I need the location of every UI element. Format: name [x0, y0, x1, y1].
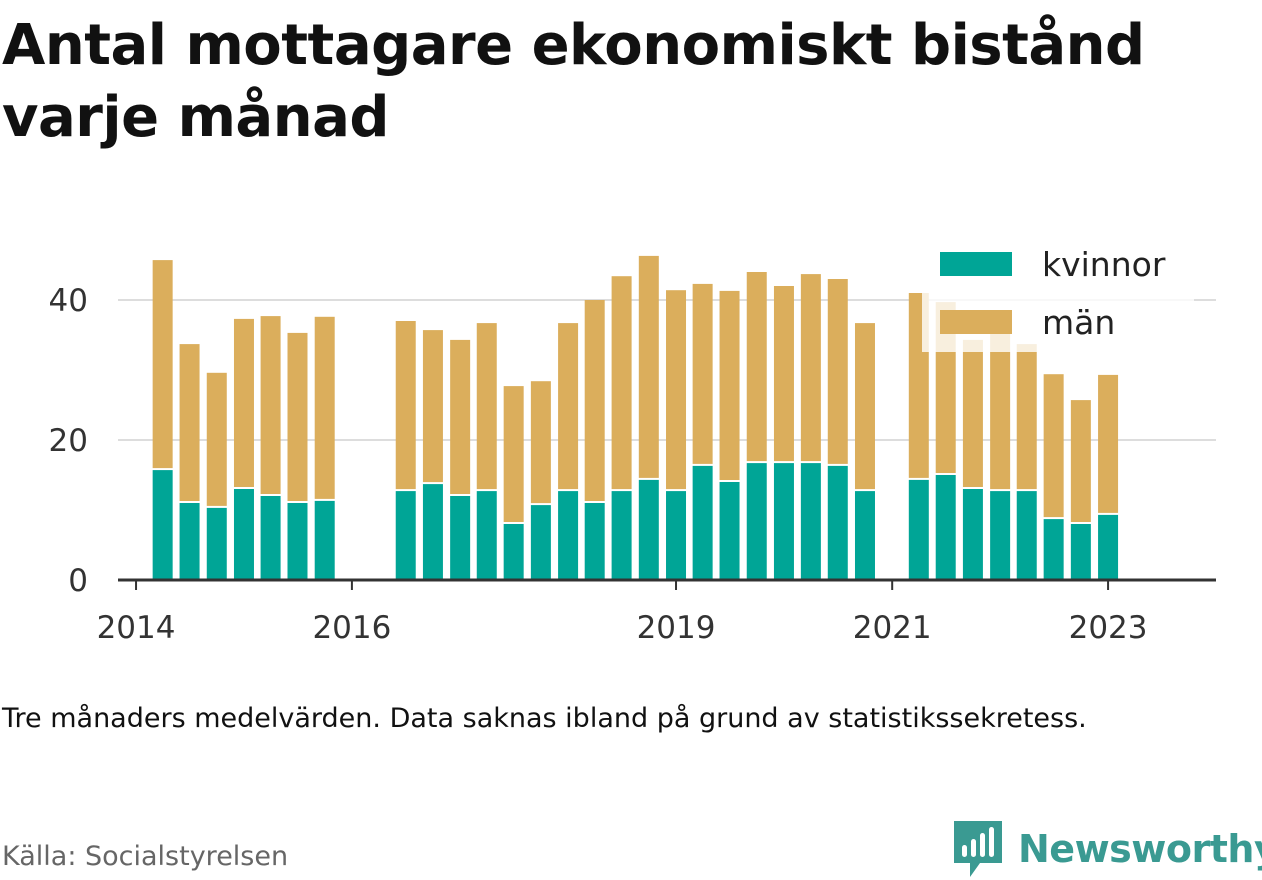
bar-kvinnor — [503, 524, 524, 580]
bar-kvinnor — [152, 470, 173, 580]
bar-man — [179, 344, 200, 501]
bar-man — [990, 332, 1011, 490]
bar-man — [1070, 400, 1091, 522]
bar-kvinnor — [260, 496, 281, 580]
bar-kvinnor — [530, 505, 551, 580]
bar-man — [233, 318, 254, 487]
x-tick-label: 2021 — [853, 610, 932, 646]
bar-man — [827, 279, 848, 464]
bar-kvinnor — [450, 496, 471, 580]
bar-man — [746, 272, 767, 462]
bar-kvinnor — [746, 463, 767, 580]
bar-man — [800, 274, 821, 462]
bar-kvinnor — [558, 491, 579, 580]
bar-kvinnor — [908, 479, 929, 580]
bar-man — [962, 339, 983, 487]
bar-kvinnor — [422, 484, 443, 580]
brand-name: Newsworthy — [1018, 827, 1262, 871]
bar-kvinnor — [1016, 491, 1037, 580]
bar-man — [719, 290, 740, 480]
chart-note: Tre månaders medelvärden. Data saknas ib… — [2, 703, 1087, 734]
bar-kvinnor — [584, 503, 605, 580]
bar-man — [638, 255, 659, 478]
bar-kvinnor — [800, 463, 821, 580]
bar-man — [152, 260, 173, 469]
bar-kvinnor — [395, 491, 416, 580]
bar-kvinnor — [233, 489, 254, 580]
bar-man — [422, 330, 443, 483]
x-tick-label: 2019 — [637, 610, 716, 646]
bar-kvinnor — [638, 479, 659, 580]
bar-kvinnor — [962, 489, 983, 580]
bar-kvinnor — [1043, 519, 1064, 580]
bar-kvinnor — [611, 491, 632, 580]
bar-man — [530, 381, 551, 504]
bar-kvinnor — [1098, 514, 1119, 580]
chart-title: Antal mottagare ekonomiskt bistånd varje… — [2, 13, 1145, 150]
bar-kvinnor — [854, 491, 875, 580]
bar-man — [1043, 374, 1064, 518]
legend: kvinnor män — [922, 240, 1194, 352]
bar-man — [854, 323, 875, 490]
bar-man — [476, 323, 497, 490]
axes: 0 20 40 2014 2016 2019 2021 2023 — [49, 283, 1216, 646]
bar-kvinnor — [179, 503, 200, 580]
bar-kvinnor — [476, 491, 497, 580]
legend-swatch-kvinnor — [940, 252, 1012, 276]
legend-swatch-man — [940, 310, 1012, 334]
bar-man — [773, 286, 794, 462]
bar-man — [1016, 344, 1037, 490]
bar-man — [584, 300, 605, 501]
y-tick-label: 40 — [49, 283, 88, 319]
bar-man — [558, 323, 579, 490]
bars — [152, 255, 1119, 580]
legend-label-kvinnor: kvinnor — [1042, 245, 1166, 284]
y-tick-label: 20 — [49, 423, 88, 459]
bar-man — [692, 283, 713, 464]
x-tick-label: 2023 — [1069, 610, 1148, 646]
bar-kvinnor — [1070, 524, 1091, 580]
bar-man — [206, 372, 227, 506]
y-tick-label: 0 — [68, 563, 88, 599]
bar-man — [503, 386, 524, 522]
bar-kvinnor — [827, 465, 848, 580]
x-tick-label: 2014 — [97, 610, 176, 646]
chart-bubble-icon — [954, 821, 1002, 877]
bar-man — [450, 339, 471, 494]
bar-man — [395, 321, 416, 490]
bar-kvinnor — [287, 503, 308, 580]
bar-kvinnor — [666, 491, 687, 580]
bar-man — [314, 316, 335, 499]
bar-kvinnor — [935, 475, 956, 580]
x-tick-label: 2016 — [312, 610, 391, 646]
newsworthy-logo[interactable]: Newsworthy — [952, 818, 1262, 880]
bar-man — [666, 290, 687, 490]
bar-kvinnor — [990, 491, 1011, 580]
bar-man — [260, 316, 281, 494]
bar-kvinnor — [206, 507, 227, 580]
bar-kvinnor — [773, 463, 794, 580]
legend-label-man: män — [1042, 303, 1115, 342]
bar-kvinnor — [719, 482, 740, 580]
bar-kvinnor — [692, 465, 713, 580]
bar-kvinnor — [314, 500, 335, 580]
bar-man — [611, 276, 632, 490]
source-credit: Källa: Socialstyrelsen — [2, 841, 289, 872]
bar-man — [287, 332, 308, 501]
bar-man — [1098, 374, 1119, 513]
